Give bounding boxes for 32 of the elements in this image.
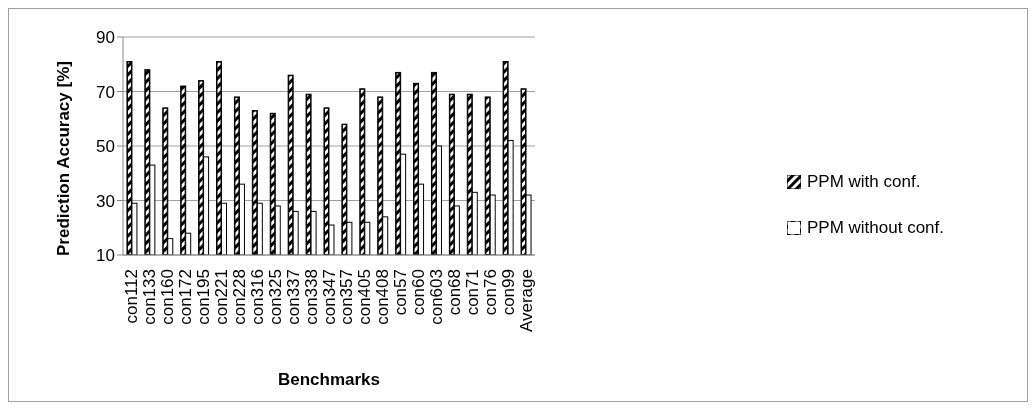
x-tick-label: con347 <box>319 269 339 325</box>
x-tick-label: con112 <box>122 269 142 324</box>
x-tick-label: con195 <box>194 269 214 325</box>
x-tick-label: con603 <box>426 269 446 325</box>
x-tick-label: con325 <box>265 269 285 325</box>
x-tick-label: con76 <box>480 269 500 316</box>
x-tick-label: con68 <box>444 269 464 316</box>
x-tick-label: con60 <box>409 269 429 316</box>
y-tick-label: 50 <box>96 137 115 157</box>
y-tick-label: 10 <box>96 246 115 266</box>
x-tick-label: con357 <box>337 269 357 325</box>
x-tick-label: con316 <box>247 269 267 325</box>
x-tick-label: con405 <box>355 269 375 325</box>
x-tick-label: Average <box>516 269 536 333</box>
legend-label: PPM with conf. <box>807 172 921 192</box>
x-tick-label: con99 <box>498 269 518 316</box>
x-tick-label: con172 <box>176 269 196 325</box>
y-tick-label: 30 <box>96 191 115 211</box>
x-tick-label: con57 <box>391 269 411 316</box>
y-axis-title: Prediction Accuracy [%] <box>54 61 74 256</box>
legend-label: PPM without conf. <box>807 218 945 238</box>
x-tick-label: con337 <box>283 269 303 325</box>
x-tick-label: con160 <box>158 269 178 325</box>
y-tick-label: 70 <box>96 82 115 102</box>
x-tick-label: con338 <box>301 269 321 325</box>
x-axis-title: Benchmarks <box>277 370 381 389</box>
x-tick-label: con133 <box>140 269 160 325</box>
x-tick-label: con71 <box>462 269 482 316</box>
x-tick-label: con228 <box>229 269 249 325</box>
y-tick-label: 90 <box>96 28 115 48</box>
x-tick-label: con408 <box>373 269 393 325</box>
x-tick-label: con221 <box>212 269 232 325</box>
